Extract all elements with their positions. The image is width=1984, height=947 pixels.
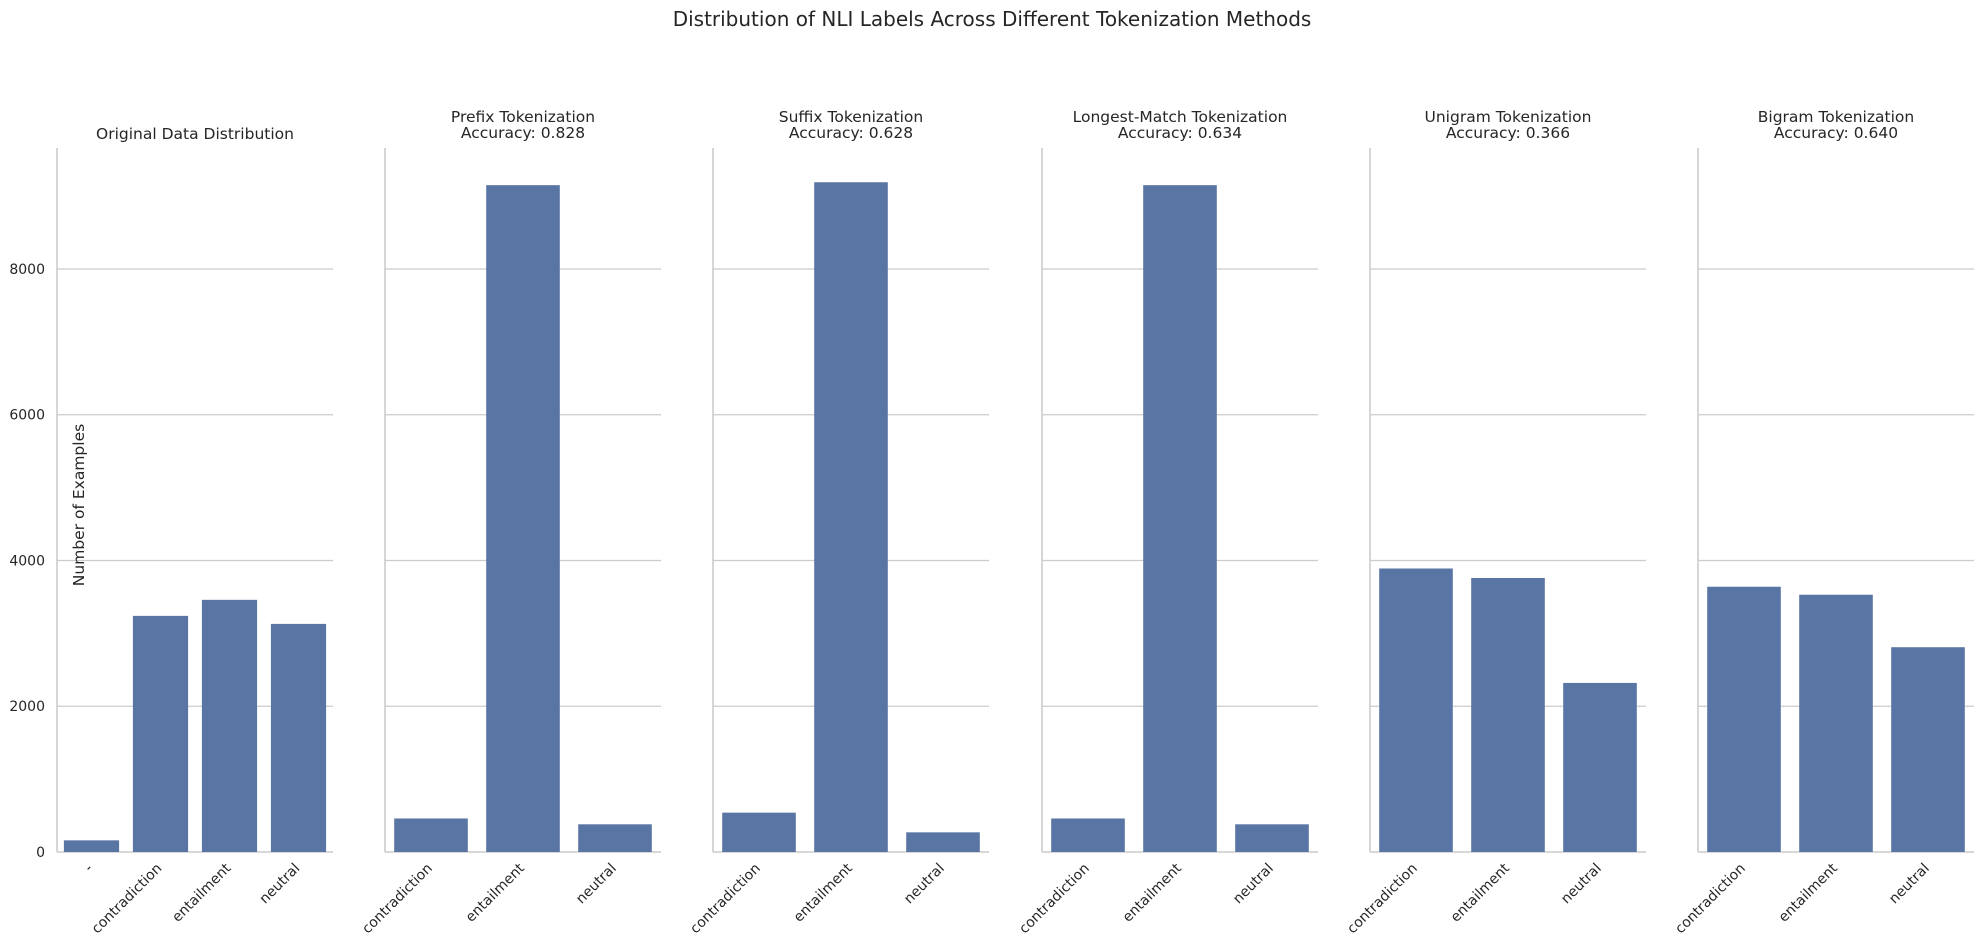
bar-entailment [1471,577,1545,852]
x-tick-label-entailment: entailment [463,860,528,925]
bar-neutral [1563,682,1637,852]
panel-title-line-2: Accuracy: 0.366 [1446,124,1570,142]
y-tick-label-6000: 6000 [9,408,45,424]
x-tick-label-contradiction: contradiction [1016,861,1093,938]
bar-entailment [814,182,888,853]
bar-entailment [1143,185,1217,852]
panel-title-line-1: Unigram Tokenization [1425,108,1592,126]
y-tick-label-2000: 2000 [9,699,45,715]
x-tick-label-contradiction: contradiction [1672,861,1749,938]
y-axis-label: Number of Examples [70,424,88,586]
x-tick-label-dash: - [81,861,96,876]
x-tick-label-entailment: entailment [1448,860,1513,925]
y-tick-label-8000: 8000 [9,262,45,278]
bar-neutral [906,832,980,852]
y-tick-label-0: 0 [36,845,45,861]
panel-title-line-2: Accuracy: 0.634 [1118,124,1242,142]
x-tick-label-neutral: neutral [1230,861,1277,908]
x-tick-label-contradiction: contradiction [359,861,436,938]
x-tick-label-entailment: entailment [169,860,234,925]
panel-2: contradiction entailment neutral Prefix Tok… [359,108,661,937]
panel-1: -contradiction entailment neutral Original … [9,125,333,937]
x-tick-label-neutral: neutral [901,861,948,908]
x-tick-label-neutral: neutral [257,861,304,908]
x-tick-label-neutral: neutral [1558,861,1605,908]
bar-neutral [270,623,327,852]
x-tick-label-neutral: neutral [1886,861,1933,908]
x-tick-label-contradiction: contradiction [687,861,764,938]
bar-neutral [1891,647,1965,852]
panel-title-line-1: Prefix Tokenization [451,108,595,126]
panel-6: contradiction entailment neutral Bigram Tok… [1672,108,1974,937]
panel-title-line-1: Bigram Tokenization [1758,108,1914,126]
panel-title-line-1: Longest-Match Tokenization [1073,108,1288,126]
panel-title-line-2: Accuracy: 0.828 [461,124,585,142]
panel-4: contradiction entailment neutral Longest-Ma… [1016,108,1318,937]
bar-entailment [486,185,560,852]
bar-contradiction [722,812,796,852]
x-tick-label-neutral: neutral [573,861,620,908]
bar-dash [63,840,120,852]
bar-contradiction [1379,568,1453,852]
panel-title-line-1: Suffix Tokenization [779,108,923,126]
figure-title: Distribution of NLI Labels Across Differ… [673,7,1312,31]
bar-contradiction [1707,586,1781,852]
x-tick-label-contradiction: contradiction [89,861,166,938]
panel-5: contradiction entailment neutral Unigram To… [1344,108,1646,937]
panel-title-line-2: Accuracy: 0.628 [789,124,913,142]
bar-contradiction [394,818,468,852]
bar-contradiction [132,615,189,852]
x-tick-label-entailment: entailment [1776,860,1841,925]
x-tick-label-entailment: entailment [791,860,856,925]
panel-title-line-2: Accuracy: 0.640 [1774,124,1898,142]
bar-entailment [1799,594,1873,852]
panel-title-line-1: Original Data Distribution [96,125,294,143]
bar-neutral [578,824,652,852]
bar-neutral [1235,824,1309,852]
x-tick-label-entailment: entailment [1120,860,1185,925]
x-tick-label-contradiction: contradiction [1344,861,1421,938]
panel-3: contradiction entailment neutral Suffix Tok… [687,108,989,937]
y-tick-label-4000: 4000 [9,553,45,569]
bar-contradiction [1051,818,1125,852]
bar-entailment [201,599,258,852]
chart-panels: -contradiction entailment neutralOriginal … [9,108,1974,937]
